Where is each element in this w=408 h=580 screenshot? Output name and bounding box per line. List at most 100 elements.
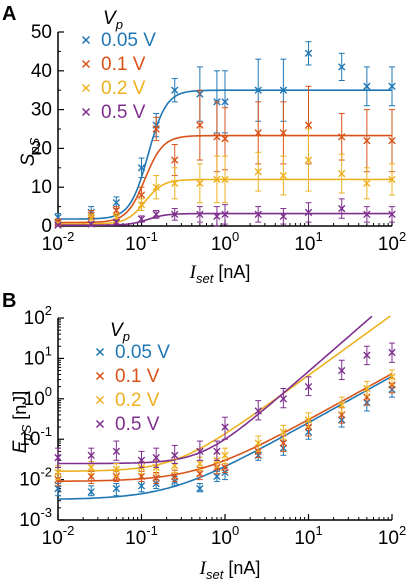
x-tick-label: 100: [211, 229, 239, 255]
data-point: [171, 210, 179, 219]
legend-marker: [81, 35, 91, 45]
data-point: [54, 484, 62, 493]
legend-label: 0.5 V: [115, 414, 160, 435]
data-point: [213, 175, 221, 184]
x-tick-label: 10-1: [125, 229, 158, 255]
legend-label: 0.1 V: [115, 366, 160, 387]
data-point: [388, 82, 396, 91]
data-point: [112, 447, 121, 456]
data-point: [171, 179, 179, 188]
data-point: [137, 164, 146, 172]
legend-label: 0.5 V: [101, 102, 146, 123]
data-point: [213, 447, 221, 456]
panel-a-data-points: [54, 41, 396, 229]
x-tick-label: 102: [378, 229, 406, 255]
data-point: [304, 156, 313, 164]
data-point: [112, 218, 121, 226]
panel-a-y-label: SpS: [18, 137, 42, 166]
data-point: [279, 212, 288, 220]
data-point: [221, 210, 229, 219]
data-point: [279, 86, 288, 94]
data-point: [87, 463, 95, 472]
panel-a-label: A: [2, 3, 16, 25]
data-point: [254, 439, 262, 447]
panel-a-legend: Vp 0.05 V 0.1 V 0.2 V 0.5 V: [81, 8, 156, 123]
data-point: [338, 63, 346, 71]
y-tick-label: 30: [31, 100, 52, 121]
y-tick-label: 10: [31, 177, 52, 198]
data-point: [213, 472, 221, 481]
y-tick-label: 20: [31, 138, 52, 159]
fit-line-0-5-V: [58, 315, 373, 465]
data-point: [279, 428, 288, 436]
y-tick-label: 102: [24, 303, 52, 329]
data-point: [196, 484, 204, 493]
legend-marker: [81, 59, 91, 69]
legend-marker: [81, 83, 91, 93]
x-tick-label: 10-1: [125, 523, 158, 549]
data-point: [152, 125, 160, 133]
data-point: [304, 121, 313, 129]
legend-marker: [95, 347, 105, 357]
panel-b-x-label: Iset [nA]: [199, 558, 261, 580]
series-0-1-V: [54, 85, 396, 226]
panel-b-legend-title: Vp: [110, 320, 130, 344]
data-point: [171, 451, 179, 459]
data-point: [152, 210, 160, 219]
data-point: [87, 214, 95, 222]
data-point: [254, 86, 262, 94]
panel-a-x-label: Iset [nA]: [189, 262, 251, 286]
data-point: [152, 453, 160, 462]
data-point: [304, 49, 313, 58]
data-point: [221, 135, 229, 143]
data-point: [304, 208, 313, 217]
y-tick-label: 10-1: [19, 424, 52, 450]
data-point: [137, 191, 146, 199]
x-tick-label: 10-2: [42, 229, 75, 255]
data-point: [54, 468, 62, 477]
data-point: [221, 98, 229, 106]
data-point: [279, 395, 288, 403]
series-0-5-V: [54, 198, 396, 229]
legend-label: 0.05 V: [115, 342, 170, 363]
data-point: [221, 423, 229, 431]
legend-marker: [95, 395, 105, 405]
y-tick-label: 100: [24, 384, 52, 410]
data-point: [363, 179, 371, 188]
data-point: [279, 439, 288, 447]
data-point: [112, 484, 121, 493]
data-point: [338, 204, 346, 213]
data-point: [254, 129, 262, 137]
legend-marker: [95, 371, 105, 381]
data-point: [213, 133, 221, 141]
data-point: [363, 210, 371, 219]
data-point: [137, 200, 146, 209]
x-tick-label: 100: [211, 523, 239, 549]
data-point: [137, 456, 146, 465]
data-point: [196, 459, 204, 468]
data-point: [338, 169, 346, 178]
y-tick-label: 10-3: [19, 505, 52, 531]
data-point: [152, 183, 160, 191]
data-point: [137, 472, 146, 481]
x-tick-label: 102: [378, 523, 406, 549]
legend-label: 0.2 V: [101, 78, 146, 99]
data-point: [338, 133, 346, 141]
data-point: [171, 156, 179, 164]
y-tick-label: 101: [24, 343, 52, 369]
legend-marker: [81, 107, 91, 117]
x-tick-label: 10-2: [42, 523, 75, 549]
fit-line-0-2-V: [58, 315, 391, 472]
data-point: [171, 86, 179, 94]
legend-label: 0.1 V: [101, 54, 146, 75]
data-point: [304, 382, 313, 391]
data-point: [196, 447, 204, 456]
x-tick-label: 101: [294, 229, 322, 255]
legend-label: 0.05 V: [101, 30, 156, 51]
data-point: [171, 472, 179, 481]
data-point: [254, 210, 262, 219]
data-point: [338, 401, 346, 409]
panel-b-label: B: [2, 290, 16, 312]
data-point: [221, 175, 229, 184]
